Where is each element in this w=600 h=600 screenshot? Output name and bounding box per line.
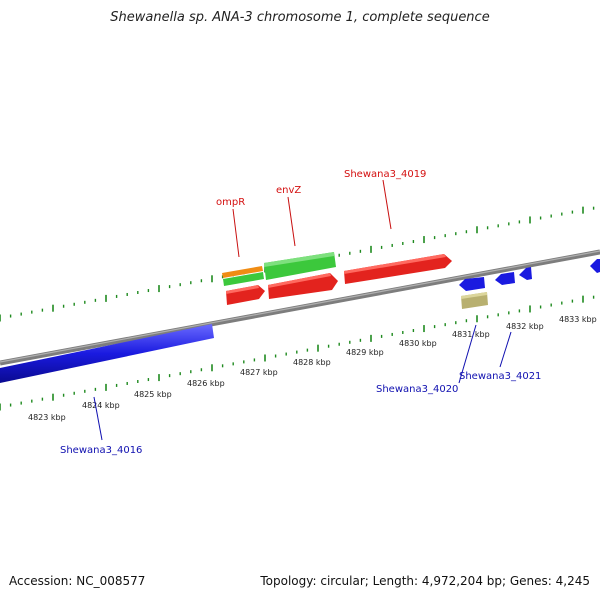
scale-label: 4823 kbp bbox=[28, 413, 66, 422]
gene-Shewana3_4021[interactable] bbox=[495, 272, 515, 285]
gene-envZ[interactable] bbox=[264, 252, 336, 280]
gene-label-Shewana3_4020[interactable]: Shewana3_4020 bbox=[376, 384, 458, 395]
gene-ompR[interactable] bbox=[222, 266, 264, 286]
scale-label: 4829 kbp bbox=[346, 348, 384, 357]
scale-label: 4827 kbp bbox=[240, 368, 278, 377]
scale-label: 4832 kbp bbox=[506, 322, 544, 331]
gene-blue-small-1[interactable] bbox=[459, 277, 485, 291]
scale-label: 4825 kbp bbox=[134, 390, 172, 399]
reverse-tick-track bbox=[0, 295, 595, 411]
gene-envZ-red[interactable] bbox=[268, 273, 338, 299]
envZ-leader bbox=[287, 196, 296, 247]
Shewana3_4020-leader bbox=[458, 324, 477, 384]
gene-Shewana3_4019[interactable] bbox=[344, 254, 452, 284]
scale-label: 4824 kbp bbox=[82, 401, 120, 410]
scale-label: 4828 kbp bbox=[293, 358, 331, 367]
gene-label-Shewana3_4021[interactable]: Shewana3_4021 bbox=[459, 371, 541, 382]
Shewana3_4016-leader bbox=[93, 396, 103, 441]
gene-blue-small-4[interactable] bbox=[590, 259, 600, 273]
scale-labels: 4823 kbp 4824 kbp 4825 kbp 4826 kbp 4827 kbp… bbox=[28, 315, 597, 422]
gene-Shewana3_4016[interactable] bbox=[0, 324, 214, 383]
gene-blue-small-3[interactable] bbox=[519, 267, 532, 280]
ompR-leader bbox=[232, 208, 240, 258]
Shewana3_4021-leader bbox=[499, 331, 512, 368]
chromosome-backbone bbox=[0, 249, 600, 366]
scale-label: 4830 kbp bbox=[399, 339, 437, 348]
gene-label-Shewana3_4016[interactable]: Shewana3_4016 bbox=[60, 445, 142, 456]
scale-label: 4833 kbp bbox=[559, 315, 597, 324]
gene-label-ompR[interactable]: ompR bbox=[216, 197, 245, 208]
accession-text: Accession: NC_008577 bbox=[9, 574, 146, 588]
scale-label: 4831 kbp bbox=[452, 330, 490, 339]
Shewana3_4019-leader bbox=[382, 179, 392, 230]
gene-label-envZ[interactable]: envZ bbox=[276, 185, 301, 196]
map-title: Shewanella sp. ANA-3 chromosome 1, compl… bbox=[110, 10, 490, 25]
topology-text: Topology: circular; Length: 4,972,204 bp… bbox=[260, 574, 590, 588]
gene-label-Shewana3_4019[interactable]: Shewana3_4019 bbox=[344, 169, 426, 180]
scale-label: 4826 kbp bbox=[187, 379, 225, 388]
chromosome-backbone-highlight bbox=[0, 250, 600, 363]
gene-Shewana3_4020[interactable] bbox=[461, 292, 488, 309]
gene-ompR-red[interactable] bbox=[226, 285, 265, 305]
